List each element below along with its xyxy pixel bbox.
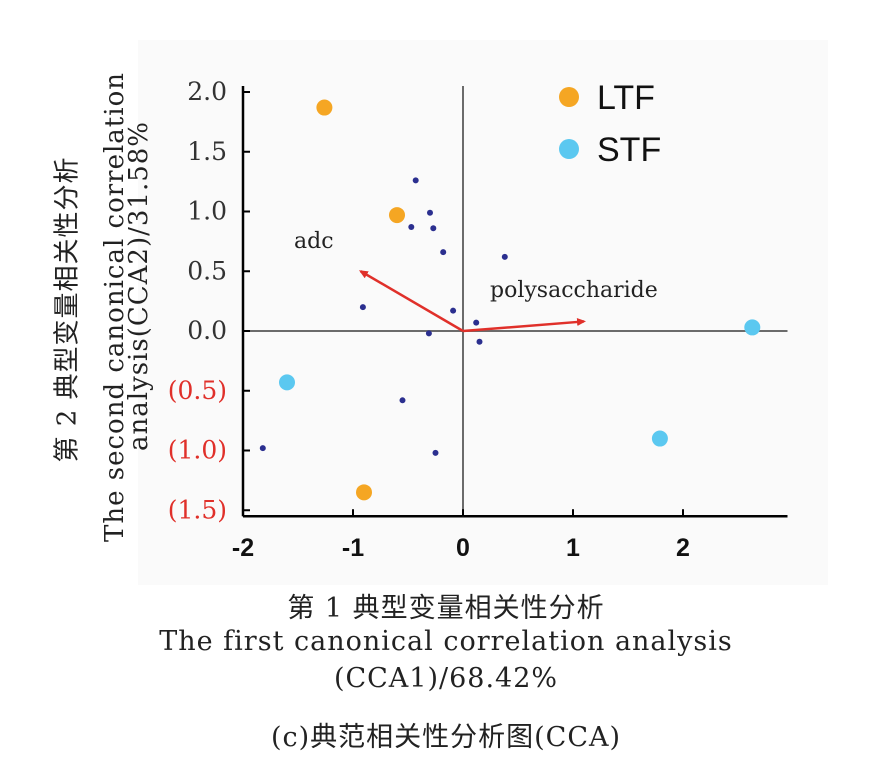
sample-point	[425, 330, 432, 337]
y-tick-label: (1.0)	[168, 436, 227, 465]
sample-point	[408, 224, 415, 231]
vector-arrow-adc	[358, 270, 464, 333]
x-tick-label: 1	[566, 534, 580, 562]
sample-point	[501, 253, 508, 260]
point-ltf	[389, 207, 405, 224]
sample-point	[440, 249, 447, 256]
x-tick-label: 2	[676, 534, 690, 562]
y-tick-label: 0.5	[187, 256, 227, 285]
sample-point	[259, 445, 266, 452]
vector-label-polysaccharide: polysaccharide	[490, 278, 658, 303]
point-stf	[651, 430, 668, 447]
y-tick-label: 1.0	[187, 197, 227, 226]
y-axis-label-percent: analysis(CCA2)/31.58%	[124, 120, 154, 452]
sample-point	[430, 225, 437, 232]
x-axis-label-chinese: 第 1 典型变量相关性分析	[287, 593, 605, 624]
x-axis-label-percent: (CCA1)/68.42%	[333, 663, 559, 694]
point-stf	[279, 374, 295, 391]
point-ltf	[316, 99, 333, 116]
legend-marker-stf	[559, 139, 579, 159]
y-tick-label: (1.5)	[168, 495, 227, 524]
sample-point	[432, 449, 439, 456]
legend-label-ltf: LTF	[597, 79, 655, 117]
sample-point	[399, 397, 406, 404]
sample-point	[359, 304, 366, 311]
sample-point	[476, 338, 483, 345]
plot-background	[138, 40, 828, 585]
figure-caption: (c)典范相关性分析图(CCA)	[270, 722, 622, 753]
y-tick-label: 1.5	[187, 137, 227, 166]
y-tick-label: 0.0	[187, 316, 227, 345]
x-tick-label: 0	[456, 534, 470, 562]
y-tick-label: (0.5)	[168, 376, 227, 405]
x-axis-label-english: The first canonical correlation analysis	[159, 626, 733, 657]
x-tick-label: -1	[342, 534, 364, 562]
y-axis-label-chinese: 第 2 典型变量相关性分析	[52, 156, 83, 463]
vector-arrow-polysaccharide	[462, 318, 586, 333]
legend-marker-ltf	[559, 87, 579, 107]
legend-label-stf: STF	[597, 131, 661, 169]
sample-point	[473, 319, 480, 326]
vector-label-adc: adc	[294, 229, 334, 254]
point-ltf	[356, 484, 372, 501]
sample-point	[427, 209, 433, 216]
x-tick-label: -2	[232, 534, 254, 562]
point-stf	[744, 319, 761, 336]
sample-point	[450, 307, 457, 314]
y-tick-label: 2.0	[187, 77, 227, 106]
sample-point	[412, 177, 419, 184]
